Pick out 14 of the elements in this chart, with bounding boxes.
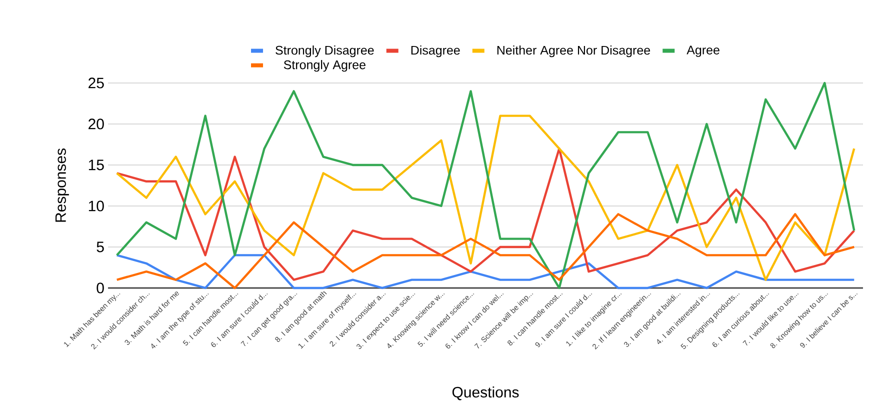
y-axis-title: Responses xyxy=(55,148,69,222)
y-tick-label: 10 xyxy=(88,200,104,212)
legend-label: Strongly Agree xyxy=(284,60,366,72)
legend-label: Neither Agree Nor Disagree xyxy=(497,45,650,58)
y-tick-label: 20 xyxy=(88,118,104,130)
y-tick-label: 5 xyxy=(96,242,104,252)
y-tick-label: 25 xyxy=(88,78,104,88)
y-tick-label: 0 xyxy=(96,282,104,294)
legend-label: Strongly Disagree xyxy=(276,45,374,58)
y-tick-label: 15 xyxy=(88,160,104,170)
x-axis-title: Questions xyxy=(452,386,519,400)
legend-label: Agree xyxy=(686,46,720,57)
line-series xyxy=(116,82,856,290)
legend-label: Disagree xyxy=(411,45,460,58)
